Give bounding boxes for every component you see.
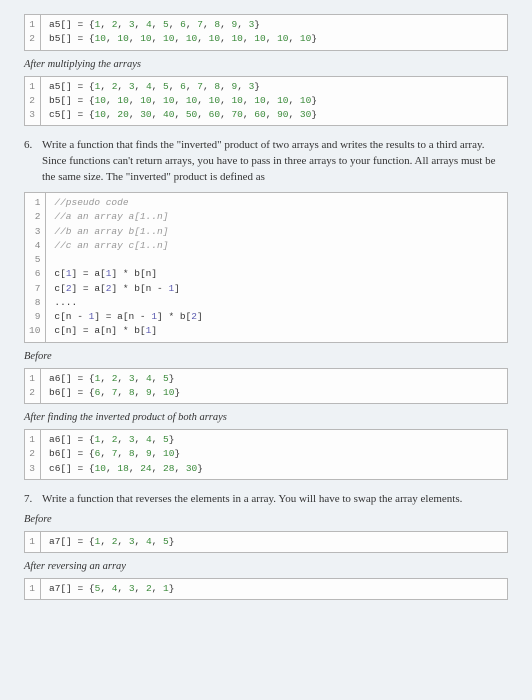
line-gutter: 12345678910 — [25, 193, 46, 342]
question-text: Write a function that finds the "inverte… — [42, 138, 508, 186]
label-after-multiply: After multiplying the arrays — [24, 59, 508, 70]
line-gutter: 1 — [25, 532, 41, 552]
question-6: 6. Write a function that finds the "inve… — [24, 138, 508, 186]
code-block-6: 1 a7[] = {1, 2, 3, 4, 5} — [24, 531, 508, 553]
code-block-2: 123 a5[] = {1, 2, 3, 4, 5, 6, 7, 8, 9, 3… — [24, 76, 508, 127]
question-7: 7. Write a function that reverses the el… — [24, 492, 508, 508]
code-content: //pseudo code //a an array a[1..n] //b a… — [46, 193, 210, 342]
code-content: a5[] = {1, 2, 3, 4, 5, 6, 7, 8, 9, 3} b5… — [41, 15, 325, 50]
code-block-4: 12 a6[] = {1, 2, 3, 4, 5} b6[] = {6, 7, … — [24, 368, 508, 405]
line-gutter: 123 — [25, 77, 41, 126]
code-block-5: 123 a6[] = {1, 2, 3, 4, 5} b6[] = {6, 7,… — [24, 429, 508, 480]
code-block-3: 12345678910 //pseudo code //a an array a… — [24, 192, 508, 343]
code-content: a6[] = {1, 2, 3, 4, 5} b6[] = {6, 7, 8, … — [41, 430, 211, 479]
line-gutter: 12 — [25, 15, 41, 50]
code-content: a7[] = {1, 2, 3, 4, 5} — [41, 532, 182, 552]
question-number: 6. — [24, 138, 42, 186]
label-before-1: Before — [24, 351, 508, 362]
code-block-1: 12 a5[] = {1, 2, 3, 4, 5, 6, 7, 8, 9, 3}… — [24, 14, 508, 51]
line-gutter: 12 — [25, 369, 41, 404]
code-content: a5[] = {1, 2, 3, 4, 5, 6, 7, 8, 9, 3} b5… — [41, 77, 325, 126]
code-block-7: 1 a7[] = {5, 4, 3, 2, 1} — [24, 578, 508, 600]
label-before-2: Before — [24, 514, 508, 525]
line-gutter: 123 — [25, 430, 41, 479]
code-content: a7[] = {5, 4, 3, 2, 1} — [41, 579, 182, 599]
label-after-inverted: After finding the inverted product of bo… — [24, 412, 508, 423]
line-gutter: 1 — [25, 579, 41, 599]
question-text: Write a function that reverses the eleme… — [42, 492, 508, 508]
code-content: a6[] = {1, 2, 3, 4, 5} b6[] = {6, 7, 8, … — [41, 369, 188, 404]
question-number: 7. — [24, 492, 42, 508]
label-after-reverse: After reversing an array — [24, 561, 508, 572]
